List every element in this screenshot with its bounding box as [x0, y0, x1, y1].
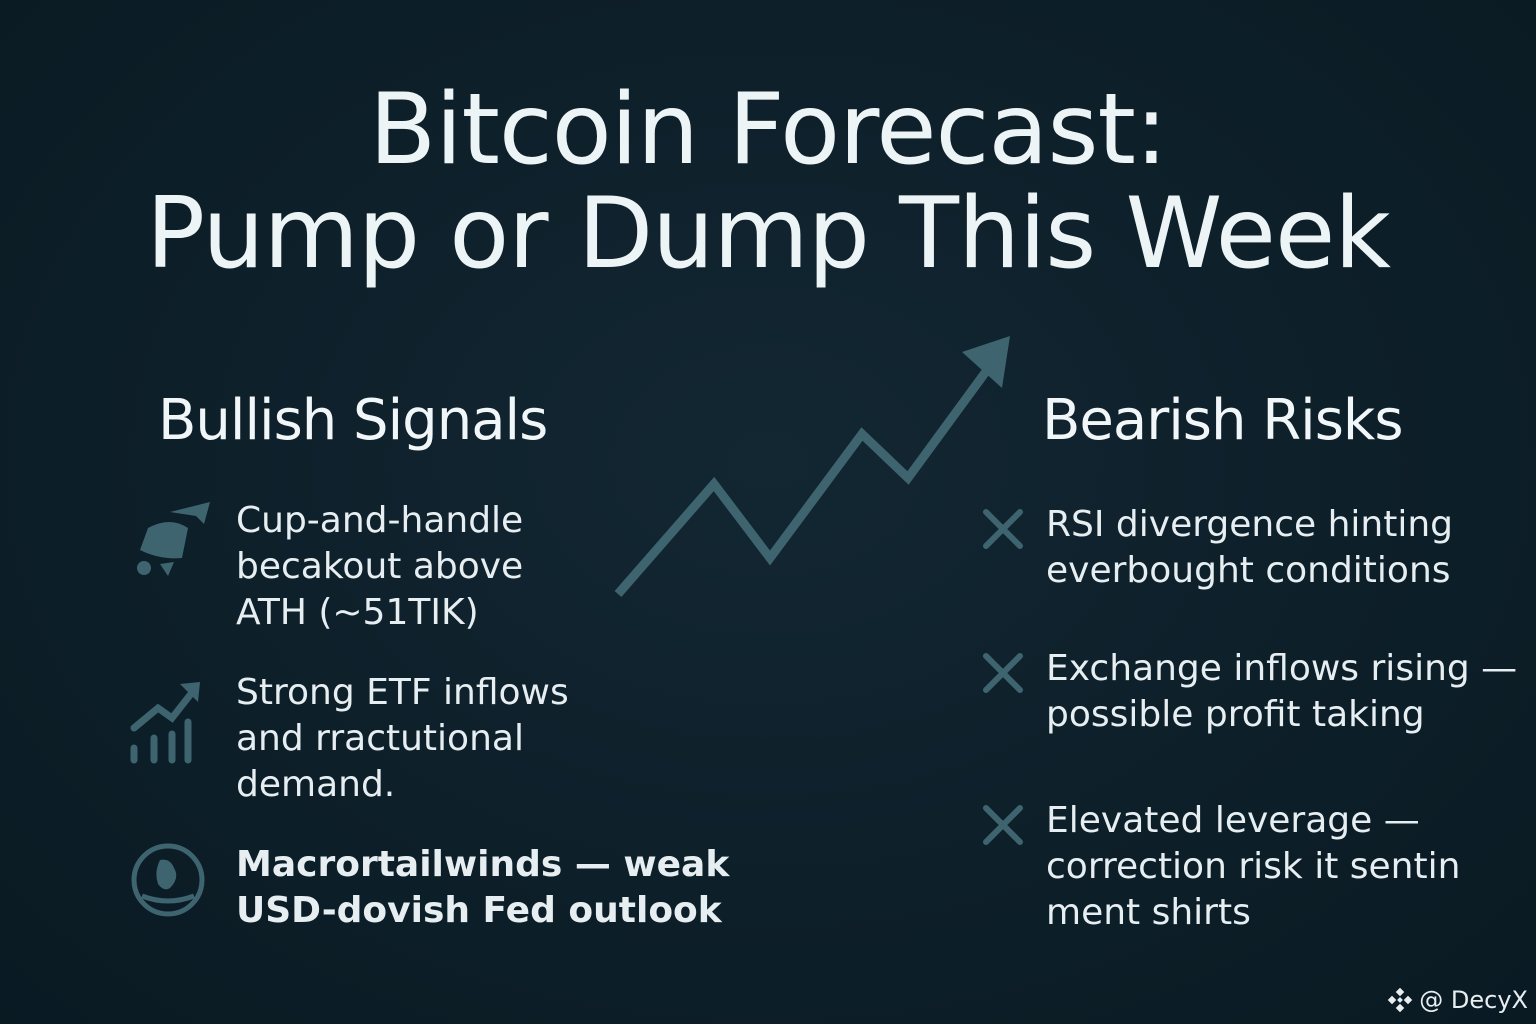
page-title: Bitcoin Forecast: Pump or Dump This Week [0, 78, 1536, 286]
bar-chart-up-icon [130, 682, 200, 764]
bullish-heading: Bullish Signals [158, 388, 548, 453]
bearish-item-3: Elevated leverage — correction risk it s… [1046, 800, 1461, 933]
watermark: @ DecyX [1387, 986, 1528, 1014]
watermark-text: @ DecyX [1419, 986, 1528, 1014]
x-icon [983, 805, 1023, 845]
bullish-item-3: Macrortailwinds — weak USD-dovish Fed ou… [236, 844, 730, 931]
rocket-icon [137, 502, 210, 576]
title-line-2: Pump or Dump This Week [145, 177, 1391, 291]
bearish-heading: Bearish Risks [1042, 388, 1403, 453]
bearish-item-2: Exchange inflows rising — possible profi… [1046, 648, 1518, 735]
x-icon [983, 509, 1023, 549]
bullish-item-1: Cup-and-handle becakout above ATH (~51TI… [236, 500, 524, 633]
globe-icon [131, 843, 205, 917]
trend-arrow-up-icon [614, 336, 1010, 597]
title-line-1: Bitcoin Forecast: [369, 73, 1168, 187]
binance-logo-icon [1388, 987, 1413, 1013]
x-icon [983, 653, 1023, 693]
bearish-item-1: RSI divergence hinting everbought condit… [1046, 504, 1454, 591]
bullish-item-2: Strong ETF inflows and rractutional dema… [236, 672, 569, 805]
